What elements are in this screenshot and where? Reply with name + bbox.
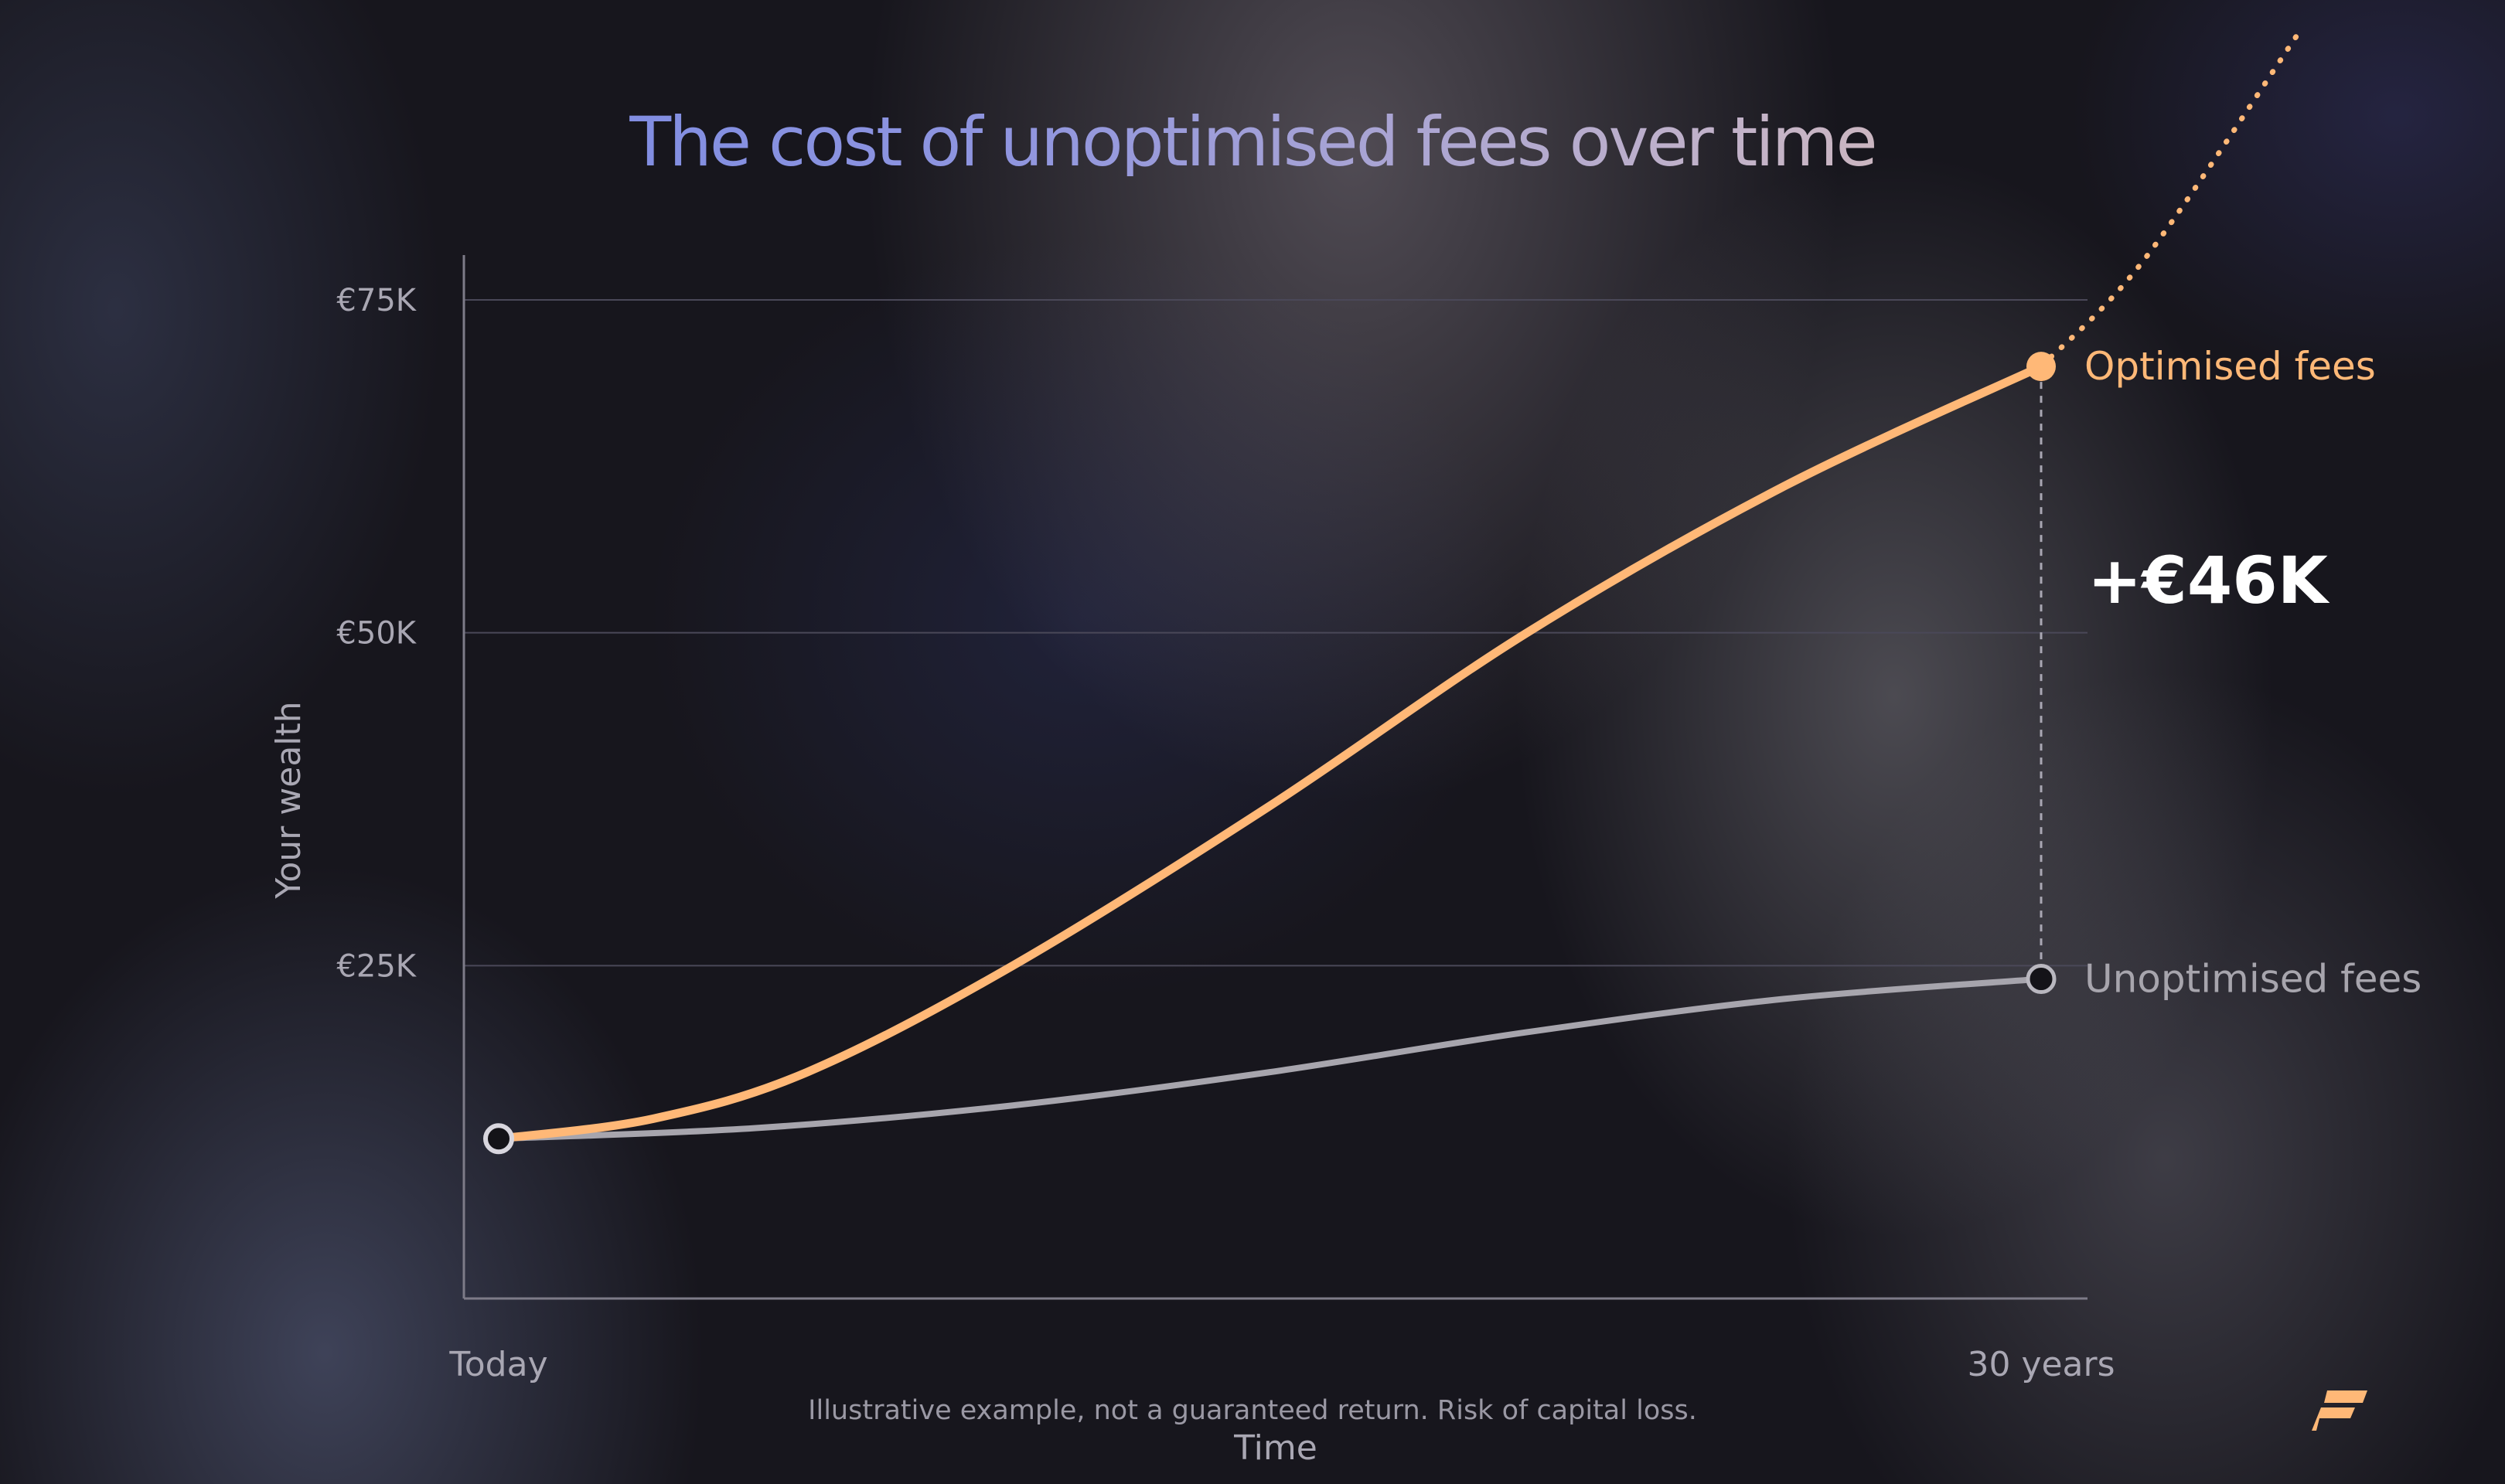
x-axis-label: Time — [1233, 1428, 1317, 1468]
optimised-projection-line — [2038, 30, 2301, 369]
disclaimer-footnote: Illustrative example, not a guaranteed r… — [808, 1395, 1697, 1426]
y-tick-labels: €25K €50K €75K — [336, 283, 417, 984]
y-tick-label: €75K — [336, 283, 417, 318]
brand-logo-icon — [2312, 1390, 2367, 1431]
y-tick-label: €50K — [336, 616, 417, 652]
x-tick-labels: Today 30 years — [448, 1345, 2115, 1384]
optimised-series-label: Optimised fees — [2084, 344, 2376, 389]
start-point — [483, 1123, 514, 1155]
unoptimised-series-label: Unoptimised fees — [2084, 957, 2422, 1002]
y-axis-label: Your wealth — [269, 701, 308, 899]
x-tick-label: 30 years — [1967, 1345, 2115, 1384]
optimised-series-line — [494, 362, 2046, 1143]
chart-title: The cost of unoptimised fees over time — [0, 108, 2505, 176]
annotation-layer: +€46K — [2088, 543, 2330, 618]
unoptimised-series-line — [496, 975, 2044, 1142]
difference-label: +€46K — [2088, 543, 2330, 618]
y-tick-label: €25K — [336, 948, 417, 984]
unoptimised-end-point — [2026, 964, 2057, 995]
series-layer: Optimised fees Unoptimised fees — [483, 30, 2422, 1155]
x-tick-label: Today — [448, 1345, 547, 1384]
optimised-end-point — [2026, 352, 2056, 382]
grid-layer — [464, 299, 2088, 967]
